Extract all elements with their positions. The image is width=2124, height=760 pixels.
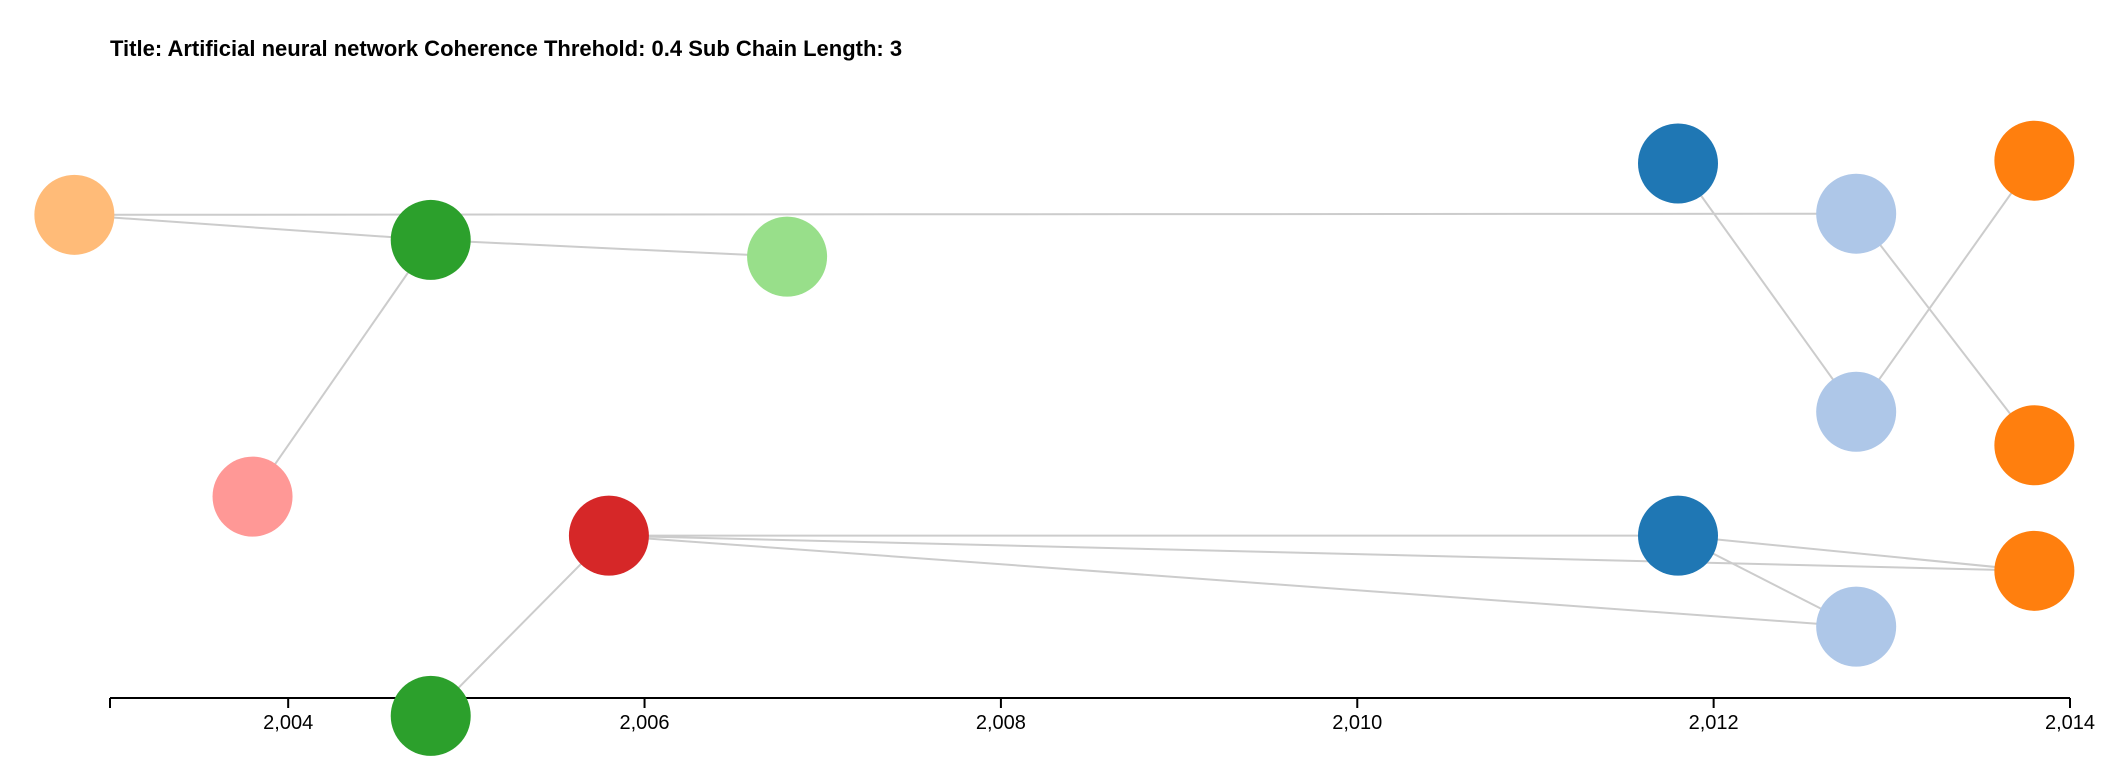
x-tick-label: 2,012 (1689, 712, 1739, 734)
node-n2[interactable] (390, 199, 471, 280)
links-layer (74, 160, 2036, 717)
node-n14[interactable] (1816, 586, 1897, 667)
x-tick-label: 2,006 (620, 712, 670, 734)
node-n10[interactable] (1816, 371, 1897, 452)
link-n6-n5 (430, 534, 610, 717)
x-tick-label: 2,010 (1332, 712, 1382, 734)
node-n1[interactable] (34, 174, 115, 255)
x-tick-label: 2,008 (976, 712, 1026, 734)
node-n7[interactable] (1638, 123, 1718, 204)
link-n8-n11 (1855, 213, 2036, 446)
link-n7-n10 (1677, 162, 1857, 413)
link-n2-n3 (430, 238, 788, 258)
nodes-layer (34, 120, 2075, 756)
link-n5-n14 (608, 534, 1857, 628)
node-n12[interactable] (1638, 495, 1718, 576)
link-n1-n2 (74, 213, 431, 241)
node-n5[interactable] (568, 495, 649, 576)
chart-title: Title: Artificial neural network Coheren… (110, 36, 903, 61)
link-n2-n4 (251, 239, 432, 498)
node-n4[interactable] (212, 456, 293, 537)
node-n11[interactable] (1994, 405, 2075, 486)
link-n12-n13 (1677, 534, 2035, 572)
link-n1-n8 (74, 212, 1857, 216)
node-n3[interactable] (747, 216, 828, 297)
node-n13[interactable] (1994, 530, 2075, 611)
link-n10-n9 (1855, 160, 2036, 413)
link-n5-n13 (608, 534, 2035, 572)
node-n9[interactable] (1994, 120, 2075, 201)
node-n8[interactable] (1816, 173, 1897, 254)
x-tick-label: 2,014 (2045, 712, 2095, 734)
node-n6[interactable] (390, 675, 471, 756)
x-tick-label: 2,004 (263, 712, 313, 734)
